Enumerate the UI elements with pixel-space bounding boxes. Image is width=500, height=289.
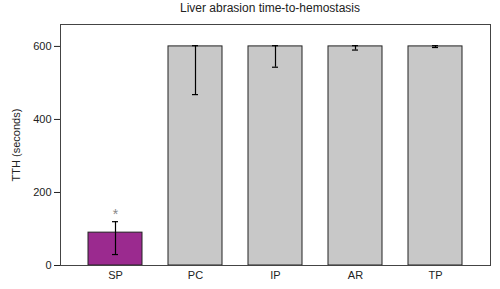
- svg-text:SP: SP: [108, 269, 123, 281]
- svg-text:600: 600: [33, 40, 51, 52]
- svg-text:200: 200: [33, 186, 51, 198]
- svg-text:IP: IP: [270, 269, 280, 281]
- svg-text:400: 400: [33, 113, 51, 125]
- svg-text:TTH (seconds): TTH (seconds): [10, 109, 22, 182]
- svg-text:0: 0: [45, 259, 51, 271]
- html-text:Liver abrasion time-to-hemosta: Liver abrasion time-to-hemostasis: [180, 1, 360, 15]
- svg-text:AR: AR: [348, 269, 363, 281]
- svg-text:PC: PC: [188, 269, 203, 281]
- svg-text:TP: TP: [428, 269, 442, 281]
- svg-text:*: *: [113, 206, 119, 222]
